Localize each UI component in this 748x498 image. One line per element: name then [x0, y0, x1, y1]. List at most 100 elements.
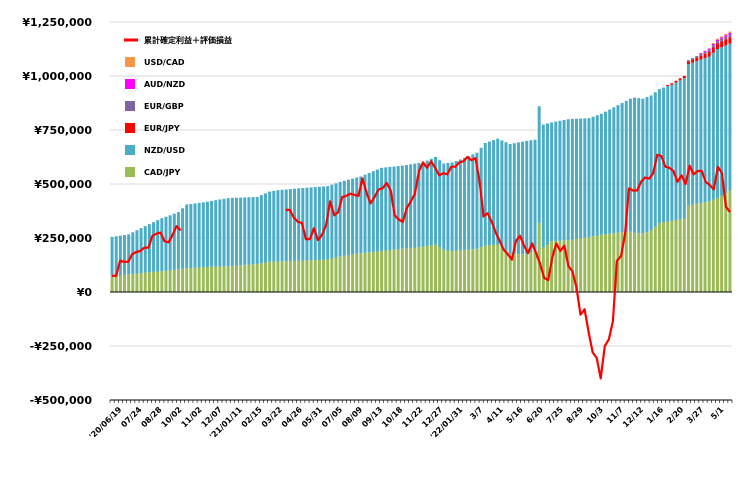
bar-nzd-usd-123	[620, 103, 624, 233]
bar-cad-jpy-58	[351, 254, 355, 292]
bar-cad-jpy-143	[703, 202, 707, 292]
bar-nzd-usd-57	[346, 179, 350, 256]
y-tick-label-7: -¥500,000	[30, 394, 93, 407]
bar-cad-jpy-131	[653, 226, 657, 292]
bar-nzd-usd-49	[313, 187, 317, 261]
bar-nzd-usd-87	[471, 154, 475, 250]
bar-cad-jpy-63	[371, 251, 375, 292]
bar-cad-jpy-37	[264, 262, 267, 292]
bar-nzd-usd-124	[624, 100, 628, 232]
bar-nzd-usd-39	[272, 190, 276, 262]
bar-nzd-usd-97	[512, 143, 516, 255]
bar-cad-jpy-43	[288, 260, 292, 292]
bar-nzd-usd-130	[649, 95, 653, 231]
bar-nzd-usd-3	[123, 235, 127, 275]
bar-nzd-usd-18	[185, 204, 189, 269]
bar-cad-jpy-97	[512, 254, 516, 292]
bar-nzd-usd-83	[454, 160, 458, 251]
bar-eur-gbp-139	[686, 60, 690, 62]
bar-cad-jpy-73	[413, 247, 417, 292]
bar-nzd-usd-22	[201, 202, 205, 268]
bar-nzd-usd-12	[160, 218, 164, 272]
bar-nzd-usd-42	[284, 189, 288, 262]
bar-nzd-usd-109	[562, 120, 566, 241]
bar-eur-gbp-145	[711, 45, 715, 48]
bar-cad-jpy-38	[268, 261, 272, 292]
bar-cad-jpy-25	[214, 266, 218, 292]
bar-eur-jpy-140	[691, 59, 695, 63]
legend-swatch-1	[125, 57, 135, 67]
bar-cad-jpy-30	[234, 265, 238, 292]
bar-nzd-usd-10	[152, 222, 156, 272]
bar-aud-nzd-144	[707, 48, 711, 50]
bar-nzd-usd-23	[205, 201, 209, 267]
bar-eur-gbp-148	[724, 36, 728, 40]
bar-nzd-usd-35	[255, 196, 259, 264]
bar-nzd-usd-93	[496, 138, 500, 245]
x-tick-label-20: 5/16	[505, 405, 526, 426]
bar-eur-jpy-148	[724, 39, 728, 46]
bar-cad-jpy-120	[608, 233, 612, 292]
bar-cad-jpy-3	[123, 274, 127, 292]
bar-nzd-usd-51	[322, 186, 326, 260]
bar-cad-jpy-32	[243, 264, 247, 292]
bar-nzd-usd-122	[616, 105, 620, 233]
bar-cad-jpy-78	[434, 244, 438, 292]
bar-cad-jpy-137	[678, 219, 682, 292]
bar-nzd-usd-40	[276, 190, 280, 262]
y-tick-label-2: ¥750,000	[34, 124, 92, 137]
bar-eur-gbp-146	[715, 41, 719, 44]
bar-nzd-usd-69	[396, 166, 400, 250]
bar-cad-jpy-80	[442, 249, 446, 292]
bar-nzd-usd-121	[612, 107, 616, 234]
bar-cad-jpy-119	[604, 234, 608, 292]
bar-nzd-usd-81	[446, 162, 450, 251]
bar-nzd-usd-32	[243, 197, 247, 265]
profit-line-segment-0	[112, 225, 182, 277]
bar-nzd-usd-16	[176, 212, 180, 270]
bar-cad-jpy-46	[301, 260, 305, 292]
bar-nzd-usd-103	[537, 106, 541, 223]
bar-nzd-usd-108	[558, 120, 562, 241]
bar-cad-jpy-41	[280, 261, 284, 292]
bar-nzd-usd-55	[338, 181, 342, 257]
bar-nzd-usd-82	[450, 162, 454, 251]
bar-cad-jpy-115	[587, 236, 591, 292]
bar-nzd-usd-11	[156, 220, 160, 272]
bar-cad-jpy-111	[570, 239, 574, 292]
bar-cad-jpy-1	[114, 275, 118, 292]
bar-cad-jpy-99	[521, 254, 525, 292]
legend: 累計確定利益＋評価損益 USD/CAD AUD/NZD EUR/GBP EUR/JPY N…	[124, 35, 232, 177]
bar-cad-jpy-74	[417, 247, 421, 292]
bar-cad-jpy-139	[686, 205, 690, 292]
legend-swatch-5	[125, 145, 135, 155]
bar-nzd-usd-75	[421, 162, 425, 247]
bar-nzd-usd-147	[720, 47, 724, 196]
bar-cad-jpy-140	[691, 204, 695, 292]
bar-nzd-usd-60	[359, 176, 363, 254]
bar-cad-jpy-95	[504, 250, 508, 292]
bar-nzd-usd-128	[641, 98, 645, 234]
bar-nzd-usd-98	[516, 142, 520, 255]
bar-cad-jpy-148	[724, 193, 728, 292]
bar-nzd-usd-72	[409, 164, 413, 248]
bar-cad-jpy-105	[545, 244, 549, 292]
legend-swatch-6	[125, 167, 135, 177]
bar-cad-jpy-28	[226, 266, 230, 292]
bar-nzd-usd-137	[678, 80, 682, 220]
bar-eur-jpy-141	[695, 57, 699, 62]
bar-cad-jpy-42	[284, 261, 288, 292]
bar-nzd-usd-59	[355, 177, 359, 254]
bar-nzd-usd-101	[529, 140, 533, 253]
bar-nzd-usd-120	[608, 109, 612, 234]
bar-cad-jpy-92	[492, 244, 496, 292]
bar-nzd-usd-129	[645, 97, 649, 233]
bar-cad-jpy-117	[595, 235, 599, 292]
bar-nzd-usd-8	[143, 226, 147, 273]
bar-eur-gbp-144	[707, 49, 711, 52]
bar-cad-jpy-84	[458, 250, 462, 292]
bar-nzd-usd-94	[500, 140, 504, 248]
bar-nzd-usd-29	[230, 197, 234, 266]
bar-eur-gbp-141	[695, 56, 699, 58]
bar-cad-jpy-23	[205, 266, 209, 292]
